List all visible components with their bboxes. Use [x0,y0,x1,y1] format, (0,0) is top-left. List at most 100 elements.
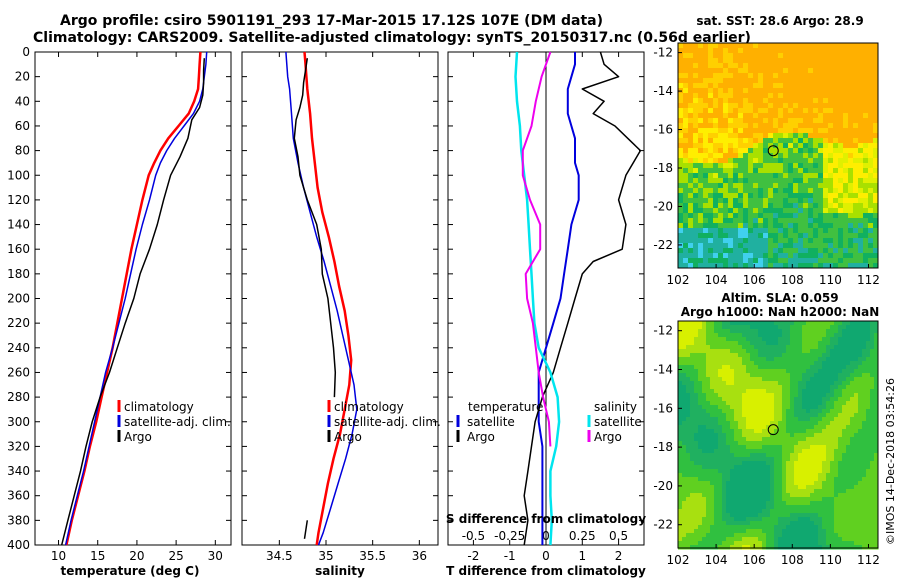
map-cell [790,489,795,494]
map-cell [758,213,764,219]
map-cell [788,103,794,109]
map-cell [718,525,723,530]
map-cell [838,143,844,149]
map-cell [723,168,729,174]
map-cell [833,193,839,199]
map-x-tick-label: 108 [781,553,804,567]
map-cell [762,429,767,434]
map-cell [870,329,875,334]
map-cell [754,413,759,418]
map-cell [714,465,719,470]
map-cell [858,393,863,398]
map-cell [718,233,724,239]
map-cell [728,243,734,249]
map-cell [846,401,851,406]
map-cell [798,133,804,139]
map-cell [682,365,687,370]
map-cell [723,238,729,244]
map-cell [818,373,823,378]
map-cell [746,321,751,326]
map-cell [738,198,744,204]
map-cell [742,413,747,418]
map-cell [853,133,859,139]
map-cell [698,385,703,390]
map-cell [778,457,783,462]
map-cell [813,158,819,164]
map-cell [748,58,754,64]
map-cell [710,437,715,442]
map-cell [738,525,743,530]
map-cell [710,349,715,354]
map-cell [822,541,827,546]
map-cell [863,228,869,234]
map-cell [810,405,815,410]
map-cell [686,389,691,394]
map-cell [773,158,779,164]
map-cell [862,541,867,546]
map-cell [798,381,803,386]
map-cell [834,425,839,430]
map-cell [803,58,809,64]
map-cell [822,469,827,474]
map-cell [826,373,831,378]
map-cell [838,385,843,390]
map-cell [750,329,755,334]
map-cell [850,537,855,542]
map-cell [726,521,731,526]
map-cell [830,501,835,506]
map-cell [873,48,879,54]
map-cell [688,103,694,109]
map-cell [686,481,691,486]
map-cell [874,485,879,490]
map-cell [694,337,699,342]
map-cell [803,133,809,139]
map-cell [748,123,754,129]
map-cell [794,513,799,518]
map-cell [858,381,863,386]
map-cell [846,449,851,454]
map-cell [746,481,751,486]
map-cell [838,93,844,99]
map-cell [726,541,731,546]
map-cell [818,113,824,119]
map-cell [803,123,809,129]
map-cell [838,329,843,334]
map-cell [718,381,723,386]
map-cell [703,203,709,209]
map-cell [866,377,871,382]
map-cell [738,369,743,374]
map-cell [838,493,843,498]
map-cell [758,489,763,494]
map-cell [734,421,739,426]
map-cell [870,385,875,390]
map-cell [753,118,759,124]
map-cell [818,93,824,99]
map-cell [778,93,784,99]
map-y-tick-label: -14 [653,363,673,377]
map-cell [710,497,715,502]
map-cell [758,329,763,334]
map-cell [694,397,699,402]
map-cell [798,521,803,526]
map-cell [818,248,824,254]
map-cell [726,509,731,514]
map-cell [746,473,751,478]
map-cell [838,263,844,269]
map-cell [723,133,729,139]
map-cell [834,333,839,338]
map-cell [848,193,854,199]
map-cell [678,248,684,254]
map-cell [726,465,731,470]
map-cell [788,73,794,79]
map-cell [858,409,863,414]
map-cell [688,78,694,84]
map-cell [766,325,771,330]
map-cell [754,373,759,378]
map-cell [828,98,834,104]
map-cell [723,143,729,149]
map-cell [754,537,759,542]
map-cell [854,501,859,506]
map-cell [693,123,699,129]
map-cell [718,365,723,370]
map-cell [678,337,683,342]
